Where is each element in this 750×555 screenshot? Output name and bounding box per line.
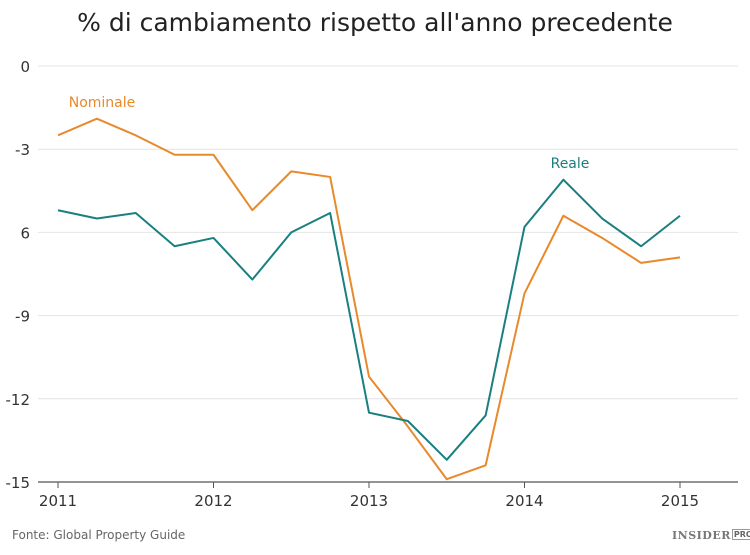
source-note: Fonte: Global Property Guide bbox=[12, 528, 186, 542]
y-tick-label: -12 bbox=[6, 391, 31, 409]
y-tick-label: -9 bbox=[15, 308, 30, 326]
x-tick-label: 2015 bbox=[661, 492, 699, 510]
y-tick-label: 6 bbox=[20, 224, 30, 242]
x-tick-label: 2011 bbox=[39, 492, 77, 510]
series-line-reale bbox=[57, 178, 681, 461]
y-tick-label: -3 bbox=[15, 141, 30, 159]
logo-sup: PRO bbox=[731, 529, 750, 540]
logo-text: INSIDER bbox=[672, 529, 731, 542]
insider-pro-logo: INSIDER PRO bbox=[672, 529, 750, 542]
y-tick-label: -15 bbox=[6, 474, 31, 492]
series-label-reale: Reale bbox=[551, 156, 590, 172]
x-tick-label: 2013 bbox=[350, 492, 388, 510]
series-line-nominale bbox=[57, 117, 681, 481]
chart-title: % di cambiamento rispetto all'anno prece… bbox=[77, 8, 673, 37]
x-tick-label: 2014 bbox=[505, 492, 543, 510]
y-tick-label: 0 bbox=[20, 58, 30, 76]
x-tick-label: 2012 bbox=[194, 492, 232, 510]
series-label-nominale: Nominale bbox=[69, 95, 136, 111]
